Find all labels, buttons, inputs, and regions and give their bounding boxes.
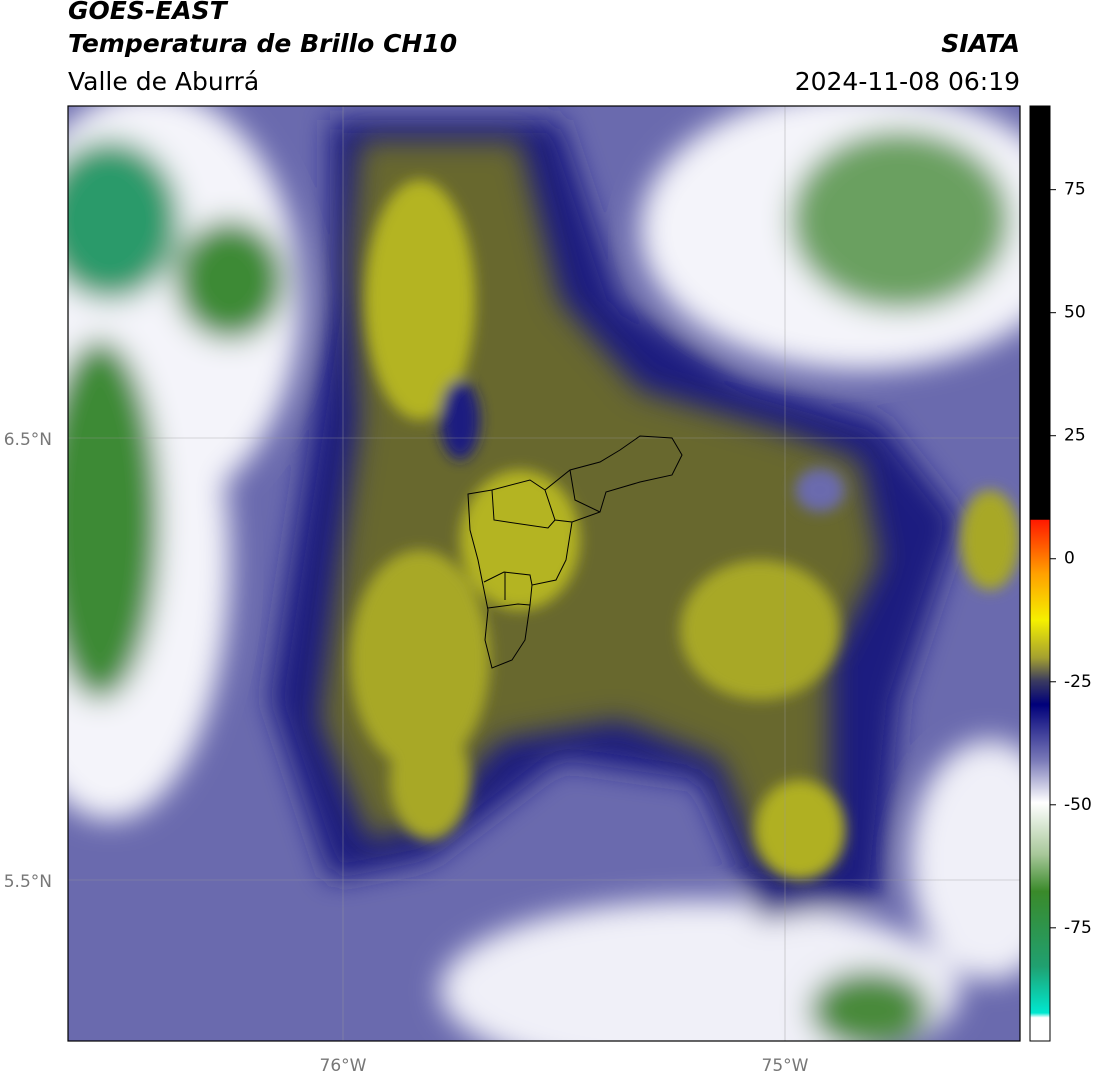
datetime: 2024-11-08 06:19 — [795, 67, 1020, 96]
colorbar-tick-label: -25 — [1064, 672, 1092, 692]
region: Valle de Aburrá — [68, 67, 259, 96]
lon-label: 76°W — [320, 1056, 367, 1076]
lat-label: 5.5°N — [4, 872, 52, 892]
lat-label: 6.5°N — [4, 430, 52, 450]
colorbar — [1029, 105, 1051, 1042]
colorbar-tick-label: 25 — [1064, 426, 1086, 446]
source: SIATA — [941, 29, 1020, 58]
colorbar-tick-label: 50 — [1064, 303, 1086, 323]
title: GOES-EAST — [68, 0, 229, 25]
colorbar-tick-label: 75 — [1064, 180, 1086, 200]
municipal-boundaries — [467, 435, 683, 669]
lon-label: 75°W — [762, 1056, 809, 1076]
colorbar-tick-label: -75 — [1064, 918, 1092, 938]
map-frame — [67, 105, 1021, 1042]
subtitle: Temperatura de Brillo CH10 — [68, 29, 457, 58]
graticule — [68, 106, 1020, 1041]
map-field — [68, 106, 1020, 1041]
colorbar-tick-label: 0 — [1064, 549, 1075, 569]
colorbar-tick-label: -50 — [1064, 795, 1092, 815]
